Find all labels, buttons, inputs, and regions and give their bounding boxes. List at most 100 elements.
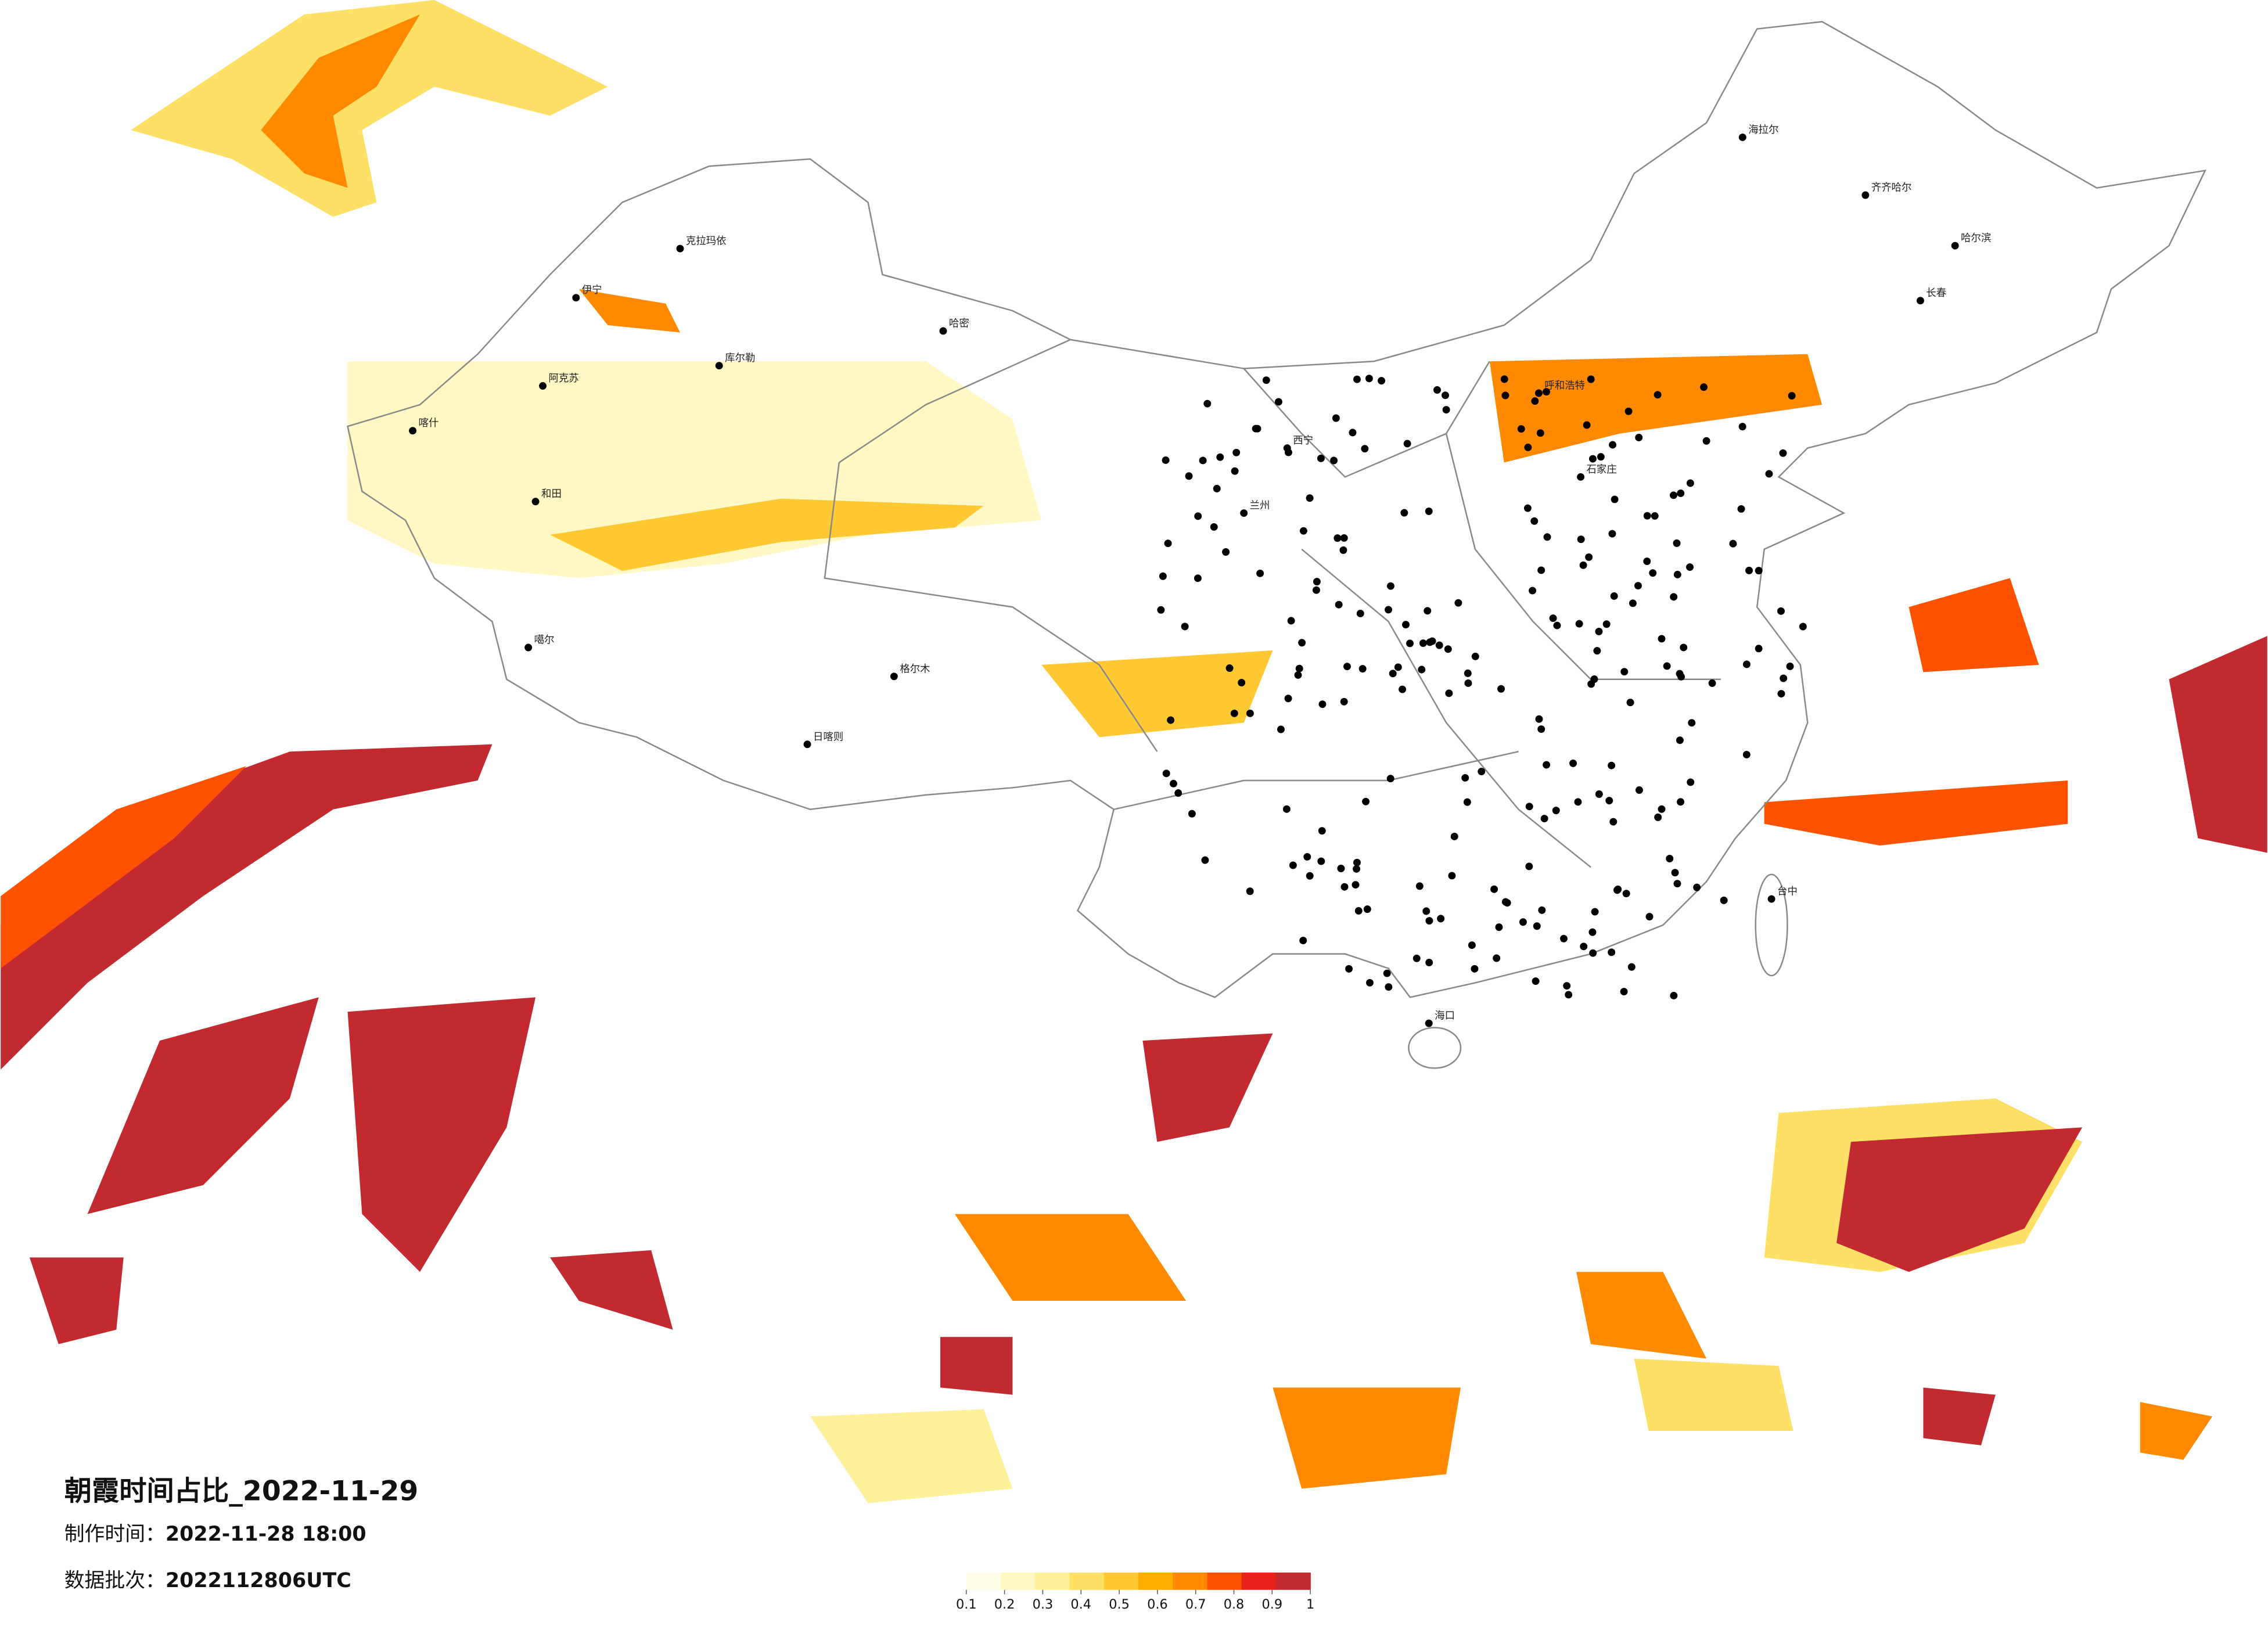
- city-dot: [1767, 895, 1775, 903]
- city-dot: [1201, 856, 1209, 864]
- city-dot: [890, 672, 898, 681]
- city-dot: [1729, 539, 1737, 548]
- city-dot: [1335, 600, 1343, 609]
- legend-tick-label: 0.3: [1033, 1597, 1054, 1612]
- city-dot: [1602, 620, 1611, 628]
- city-dot: [1673, 570, 1681, 578]
- city-dot: [1203, 400, 1212, 408]
- heat-blob: [1764, 780, 2068, 846]
- city-dot: [1537, 725, 1545, 733]
- city-dot: [1537, 566, 1545, 574]
- city-label: 海口: [1435, 1010, 1455, 1022]
- city-dot: [1283, 444, 1291, 452]
- city-dot: [1635, 434, 1643, 441]
- city-dot: [1358, 665, 1367, 673]
- city-dot: [1274, 398, 1282, 406]
- city-dot: [1788, 392, 1796, 400]
- island-outline: [1408, 1027, 1462, 1069]
- city-dot: [1337, 865, 1345, 872]
- city-label: 和田: [541, 488, 562, 500]
- legend-swatch: [1104, 1572, 1139, 1590]
- city-dot: [1422, 907, 1430, 915]
- heat-blob: [261, 14, 420, 188]
- city-dot: [1162, 769, 1170, 778]
- city-dot: [676, 244, 684, 253]
- city-dot: [1199, 456, 1207, 465]
- data-batch-value: 2022112806UTC: [166, 1569, 351, 1592]
- city-dot: [1535, 715, 1543, 723]
- city-dot: [1688, 719, 1696, 727]
- city-dot: [1238, 679, 1246, 686]
- legend-tick-label: 0.7: [1185, 1597, 1206, 1612]
- city-dot: [1531, 397, 1539, 405]
- city-dot: [1349, 429, 1357, 437]
- city-dot: [1461, 774, 1469, 782]
- city-label: 齐齐哈尔: [1871, 182, 1912, 194]
- city-dot: [1400, 509, 1408, 517]
- heat-blob: [1908, 578, 2039, 672]
- city-dot: [1708, 679, 1716, 687]
- city-dot: [1433, 386, 1441, 394]
- city-dot: [1277, 725, 1285, 733]
- city-dot: [803, 740, 811, 749]
- city-label: 克拉玛依: [686, 236, 727, 247]
- city-dot: [1403, 440, 1411, 448]
- city-dot: [1540, 815, 1548, 823]
- city-dot: [1167, 716, 1175, 724]
- city-dot: [1529, 587, 1537, 595]
- city-dot: [1742, 660, 1751, 668]
- city-label: 长春: [1926, 287, 1946, 299]
- city-dot: [1174, 789, 1182, 797]
- city-dot: [1287, 617, 1295, 625]
- data-batch: 数据批次：2022112806UTC: [64, 1569, 351, 1592]
- legend-tick-label: 0.8: [1224, 1597, 1245, 1612]
- city-dot: [1246, 709, 1254, 717]
- heat-blob: [549, 498, 984, 571]
- city-dots: [1157, 375, 1807, 999]
- city-dot: [1386, 582, 1394, 590]
- city-dot: [1519, 918, 1527, 926]
- city-dot: [1780, 674, 1788, 682]
- city-dot: [1538, 906, 1546, 914]
- city-dot: [1354, 906, 1363, 915]
- city-dot: [1575, 620, 1583, 628]
- city-dot: [1755, 645, 1763, 653]
- city-dot: [1312, 586, 1320, 594]
- city-dot: [1693, 883, 1701, 891]
- city-dot: [1495, 923, 1503, 931]
- city-dot: [1501, 391, 1509, 400]
- heat-blob: [954, 1214, 1187, 1301]
- heat-blob: [1041, 650, 1273, 738]
- city-dot: [1649, 569, 1657, 577]
- city-dot: [1385, 983, 1393, 991]
- city-dot: [1624, 407, 1633, 415]
- city-dot: [1951, 242, 1959, 250]
- city-dot: [1194, 574, 1202, 582]
- city-dot: [1353, 375, 1361, 383]
- city-dot: [1424, 607, 1432, 615]
- city-label: 格尔木: [900, 663, 930, 675]
- legend-swatch: [1001, 1572, 1036, 1590]
- city-dot: [1497, 685, 1505, 693]
- city-dot: [1627, 963, 1636, 971]
- city-dot: [1366, 979, 1374, 987]
- city-dot: [1164, 539, 1172, 548]
- city-dot: [1362, 797, 1370, 805]
- city-dot: [1525, 862, 1533, 870]
- city-dot: [1614, 885, 1622, 893]
- city-dot: [1673, 880, 1681, 888]
- city-dot: [1399, 685, 1407, 693]
- city-dot: [1666, 855, 1674, 862]
- city-dot: [1534, 389, 1543, 397]
- heat-blob: [1576, 1272, 1707, 1359]
- city-dot: [1332, 414, 1340, 422]
- city-dot: [1445, 689, 1453, 697]
- city-dot: [1232, 448, 1241, 456]
- city-dot: [1428, 637, 1436, 645]
- heat-blob: [578, 289, 680, 333]
- city-dot: [1185, 472, 1193, 480]
- heat-blob: [29, 1257, 124, 1344]
- city-dot: [1361, 445, 1369, 453]
